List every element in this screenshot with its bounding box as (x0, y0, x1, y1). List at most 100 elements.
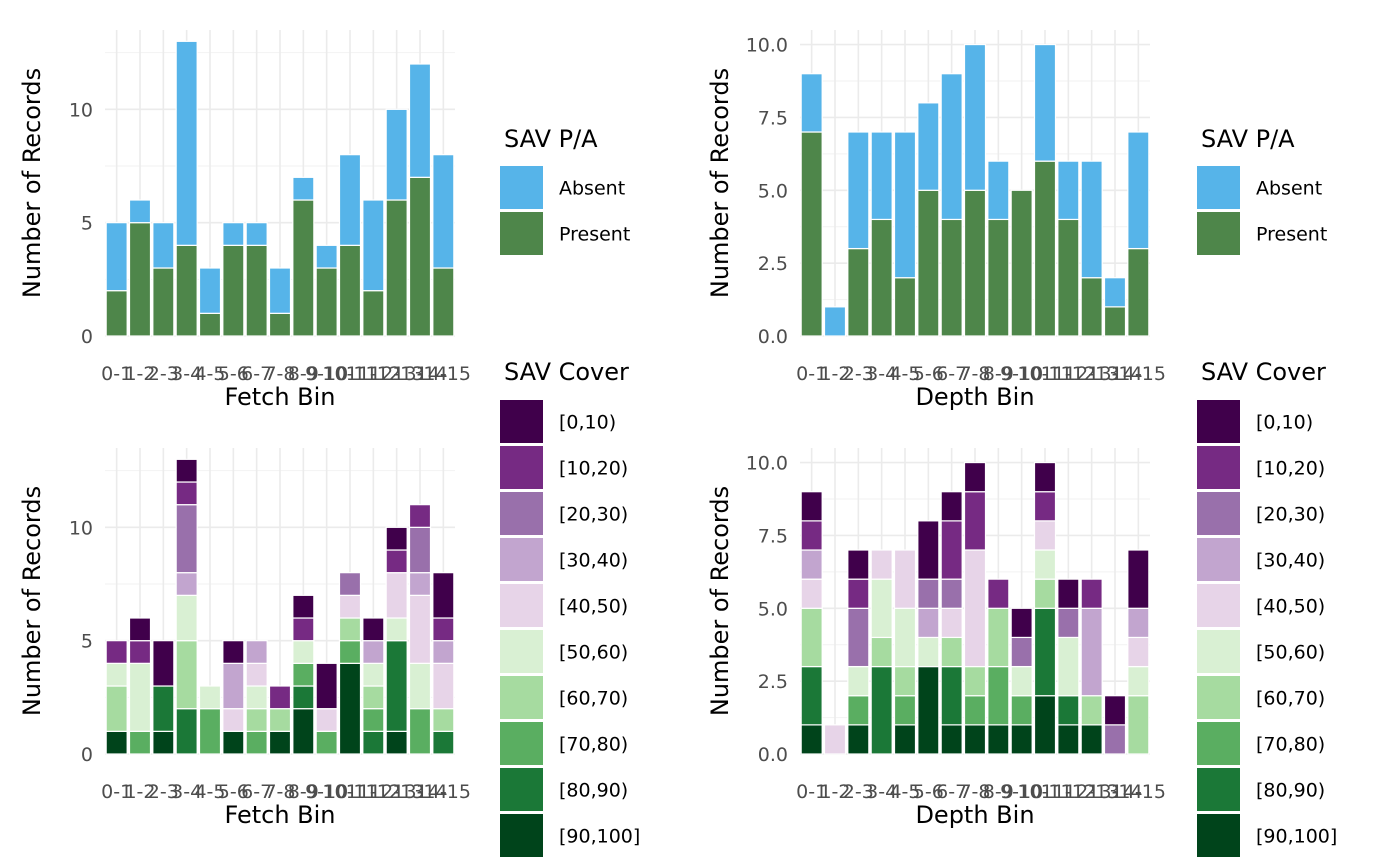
bar-segment (408, 708, 432, 755)
legend-label: [10,20) (1256, 458, 1325, 480)
legend-label: [60,70) (1256, 688, 1325, 710)
bar-segment (1057, 607, 1080, 639)
bar-segment (963, 491, 987, 551)
bar-segment (1057, 636, 1080, 697)
x-tick-label: 0-1 (101, 781, 132, 803)
bar-segment (362, 640, 385, 664)
x-tick-label: 0-1 (796, 781, 827, 803)
bar-segment (432, 662, 455, 710)
y-axis-title: Number of Records (18, 68, 46, 298)
y-tick-label: 0 (81, 326, 93, 348)
bar-segment (1103, 695, 1127, 726)
x-tick-label: 5-6 (913, 363, 944, 385)
y-tick-label: 7.5 (758, 525, 788, 547)
bar-segment (847, 578, 870, 609)
legend: SAV Cover [0,10) [10,20) [20,30) [30,40) [40,… (500, 358, 640, 857)
bar-segment (917, 189, 940, 337)
y-tick-label: 2.5 (758, 671, 788, 693)
chart-panel-2: 0.0 2.5 5.0 7.5 10.0 0-11-22-33-44-55-66-77-8… (706, 30, 1327, 411)
x-tick-label: 9-10 (1000, 363, 1043, 385)
legend-key-swatch (1197, 630, 1240, 673)
x-tick-label: 7-8 (264, 781, 295, 803)
bar-segment (432, 708, 455, 732)
bar-segment (432, 640, 455, 664)
bar-segment (292, 685, 315, 710)
bar-segment (940, 636, 963, 668)
legend-key-swatch (500, 584, 543, 627)
bar-segment (175, 481, 198, 506)
bar-segment (940, 607, 963, 639)
legend-title: SAV P/A (504, 125, 598, 153)
bar-segment (823, 724, 847, 755)
bar-segment (800, 520, 823, 551)
x-tick-label: 1-2 (819, 363, 850, 385)
bar-segment (385, 617, 408, 642)
bar-segment (800, 73, 823, 133)
bar-segment (292, 708, 315, 755)
bar-segment (1010, 724, 1033, 755)
legend-label: [0,10) (559, 412, 616, 434)
legend-label: [50,60) (559, 642, 628, 664)
legend-label: [70,80) (1256, 734, 1325, 756)
x-tick-label: 14-15 (416, 781, 471, 803)
bar-segment (268, 312, 292, 337)
bar-segment (963, 724, 987, 755)
bar-segment (940, 665, 963, 726)
y-tick-label: 5.0 (758, 598, 788, 620)
bar-segment (917, 636, 940, 668)
bar-segment (917, 102, 940, 191)
bar-segment (128, 617, 152, 642)
bar-segment (175, 708, 198, 755)
chart-panel-3: 05100-11-22-33-44-55-66-77-88-99-1010-11… (18, 358, 640, 857)
x-tick-label: 4-5 (194, 363, 225, 385)
bar-segment (408, 504, 432, 528)
x-tick-label: 5-6 (218, 781, 249, 803)
legend-key-swatch (1197, 584, 1240, 627)
bar-segment (800, 491, 823, 522)
x-tick-label: 3-4 (866, 363, 897, 385)
bar-segment (222, 708, 245, 732)
bar-segment (987, 724, 1010, 755)
bar-segment (940, 73, 963, 221)
bar-segment (1033, 520, 1057, 551)
bar-segment (870, 549, 893, 580)
bar-segment (245, 244, 268, 337)
y-tick-label: 5 (81, 631, 93, 653)
bar-segment (1103, 277, 1127, 308)
bar-segment (128, 662, 152, 732)
chart-panel-1: 0 5 10 0-11-22-33-44-55-66-77-88-99-1010-11… (18, 30, 630, 411)
legend-key-swatch (1197, 212, 1240, 255)
bar-segment (222, 662, 245, 710)
x-tick-label: 3-4 (171, 781, 202, 803)
bar-segment (245, 685, 268, 710)
bar-segment (408, 63, 432, 178)
bar-segment (385, 640, 408, 732)
y-tick-label: 0 (81, 744, 93, 766)
x-axis-title: Fetch Bin (224, 801, 335, 829)
bar-segment (432, 617, 455, 642)
bar-segment (963, 695, 987, 726)
bar-segment (1033, 607, 1057, 697)
y-tick-label: 10.0 (746, 453, 788, 475)
bar-segment (987, 607, 1010, 668)
x-tick-label: 2-3 (148, 781, 179, 803)
bar-segment (152, 222, 175, 269)
bar-segment (847, 131, 870, 250)
bar-segment (198, 685, 222, 710)
bar-segment (385, 108, 408, 201)
bar-segment (940, 218, 963, 337)
bar-segment (362, 685, 385, 710)
x-tick-label: 14-15 (1111, 781, 1166, 803)
legend-key-swatch (1197, 814, 1240, 857)
bar-segment (175, 458, 198, 483)
x-tick-label: 5-6 (913, 781, 944, 803)
y-tick-label: 0.0 (758, 744, 788, 766)
bar-segment (893, 131, 917, 279)
bar-segment (152, 640, 175, 687)
bar-segment (222, 244, 245, 337)
bar-segment (338, 617, 362, 642)
bar-segment (292, 617, 315, 642)
bar-segment (893, 607, 917, 668)
legend-label: Present (1256, 224, 1327, 246)
bar-segment (940, 724, 963, 755)
